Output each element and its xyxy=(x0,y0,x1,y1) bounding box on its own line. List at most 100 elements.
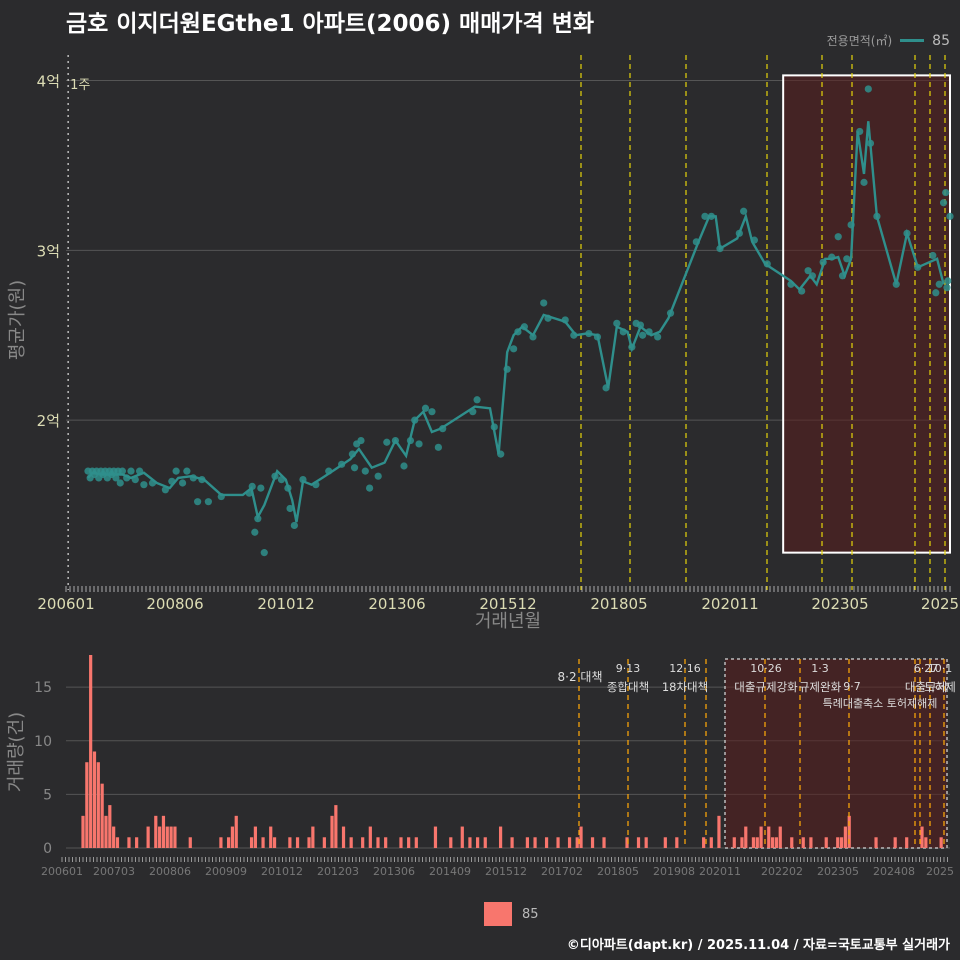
x-tick-label: 201306 xyxy=(368,595,425,613)
policy-label: 종합대책 xyxy=(607,680,649,694)
bar-x-tick-label: 201409 xyxy=(429,865,471,878)
price-point xyxy=(819,258,827,266)
price-point xyxy=(361,467,369,475)
price-point xyxy=(740,207,748,215)
bar-x-tick-label: 201203 xyxy=(317,865,359,878)
volume-bar xyxy=(790,837,794,848)
volume-bar xyxy=(771,837,775,848)
volume-bar xyxy=(468,837,472,848)
price-point xyxy=(514,328,522,336)
volume-bar xyxy=(146,826,150,848)
price-point xyxy=(469,408,477,416)
price-point xyxy=(123,474,131,482)
bar-x-tick-label: 200806 xyxy=(149,865,191,878)
price-point xyxy=(787,280,795,288)
price-point xyxy=(439,425,447,433)
volume-bar xyxy=(839,837,844,848)
policy-label: 18차대책 xyxy=(662,680,708,694)
price-point xyxy=(585,329,593,338)
policy-date: 9·13 xyxy=(616,662,641,675)
x-tick-label: 201012 xyxy=(257,595,314,613)
volume-bar xyxy=(636,837,641,848)
volume-bar xyxy=(330,815,334,848)
policy-date: 1·3 xyxy=(811,662,829,675)
volume-bar xyxy=(112,826,116,848)
y-tick-label: 3억 xyxy=(37,242,60,260)
price-point xyxy=(135,467,144,475)
volume-bar xyxy=(702,837,706,848)
y-tick-label: 2억 xyxy=(37,412,60,430)
price-point xyxy=(357,436,365,445)
legend-title: 전용면적(㎡) xyxy=(826,34,893,48)
bar-x-tick-label: 201702 xyxy=(541,865,583,878)
price-point xyxy=(497,450,505,458)
bar-x-tick-label: 201012 xyxy=(261,865,303,878)
price-point xyxy=(602,384,610,392)
volume-bar xyxy=(249,837,254,848)
price-point xyxy=(194,498,202,506)
policy-date: 10·1 xyxy=(928,662,953,675)
volume-bar xyxy=(368,826,372,848)
price-point xyxy=(639,331,647,339)
volume-bar xyxy=(824,837,828,848)
price-point xyxy=(217,492,225,501)
volume-bar xyxy=(384,837,388,848)
bar-y-axis-title: 거래량(건) xyxy=(6,712,27,792)
volume-bar xyxy=(414,837,418,848)
volume-bar xyxy=(939,837,943,848)
price-point xyxy=(140,481,148,489)
price-point xyxy=(946,212,954,220)
volume-bar xyxy=(843,826,847,848)
volume-bar xyxy=(349,837,353,848)
price-point xyxy=(198,476,206,484)
bar-highlight-box xyxy=(724,658,948,849)
price-point xyxy=(350,464,359,472)
volume-bar xyxy=(732,837,736,848)
price-point xyxy=(828,253,836,261)
policy-label: 대출규제강화 xyxy=(734,680,798,694)
volume-bar xyxy=(498,826,503,848)
price-point xyxy=(473,396,481,404)
price-point xyxy=(843,255,851,263)
volume-bar xyxy=(234,815,238,848)
price-point xyxy=(286,504,294,513)
volume-bar xyxy=(158,826,162,848)
volume-bar xyxy=(579,826,583,848)
legend-label: 85 xyxy=(932,32,950,49)
volume-bar xyxy=(920,826,924,848)
volume-bar xyxy=(675,837,679,848)
volume-bar xyxy=(399,837,403,848)
volume-bar xyxy=(361,837,365,848)
price-point xyxy=(428,408,436,416)
legend-bar-label: 85 xyxy=(522,906,539,922)
volume-bar xyxy=(836,837,840,848)
price-point xyxy=(148,479,157,487)
price-point xyxy=(421,404,430,412)
price-point xyxy=(892,280,900,288)
volume-bar xyxy=(161,815,166,848)
price-point xyxy=(434,443,442,451)
price-point xyxy=(204,498,212,506)
x-tick-label: 202305 xyxy=(811,595,868,613)
price-point xyxy=(666,309,675,317)
volume-bar xyxy=(173,826,177,848)
volume-bar xyxy=(376,837,380,848)
bar-x-tick-label: 200601 xyxy=(41,865,83,878)
price-point xyxy=(299,476,307,484)
price-point xyxy=(366,484,374,492)
x-tick-label: 201512 xyxy=(479,595,536,613)
volume-bar xyxy=(407,837,411,848)
price-point xyxy=(914,263,922,271)
volume-bar xyxy=(774,837,779,848)
price-point xyxy=(277,476,286,484)
volume-bar xyxy=(96,762,100,848)
volume-bar xyxy=(740,837,744,848)
x-tick-label: 201805 xyxy=(590,595,647,613)
price-point xyxy=(540,299,548,307)
price-point xyxy=(112,474,120,482)
price-point xyxy=(716,245,724,253)
volume-bar xyxy=(483,837,487,848)
volume-bar xyxy=(767,826,771,848)
price-point xyxy=(763,260,771,268)
